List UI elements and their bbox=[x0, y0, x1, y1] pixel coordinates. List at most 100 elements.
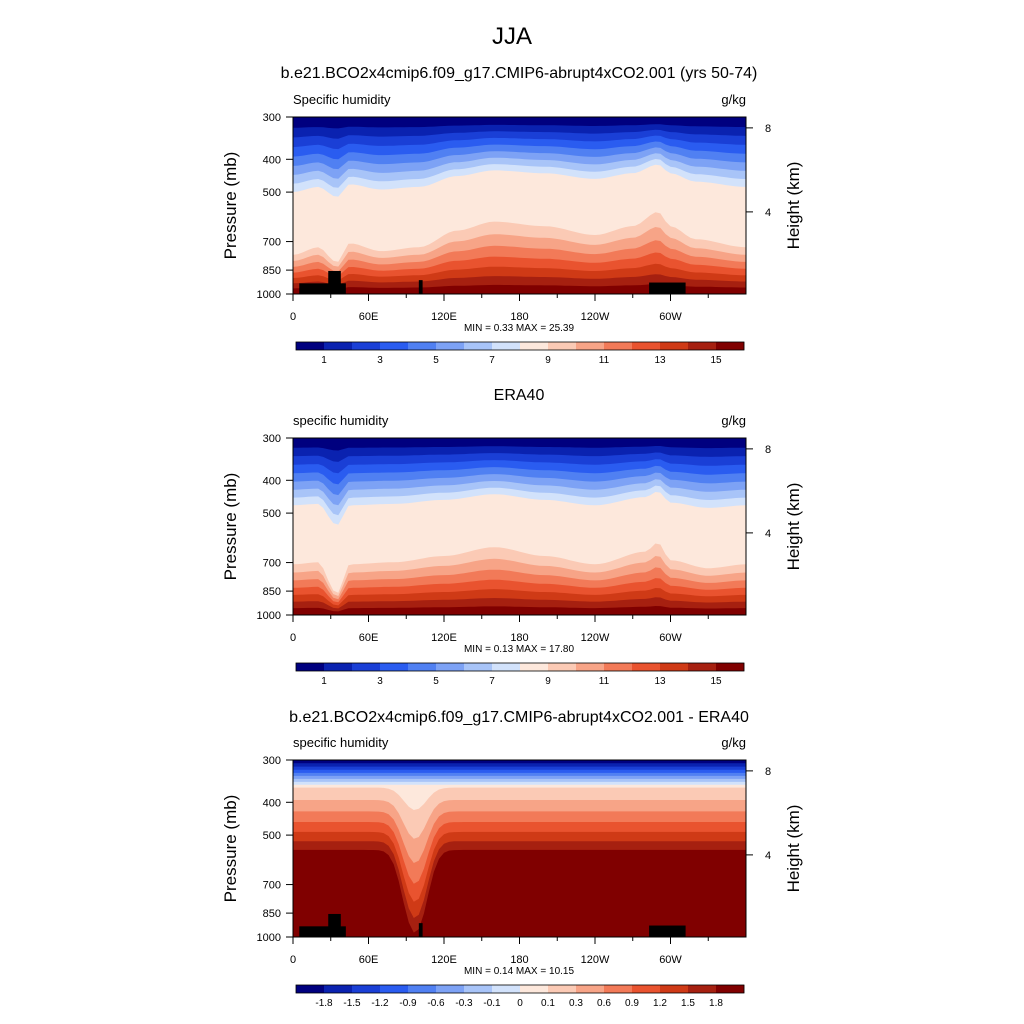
colorbar-label: -0.6 bbox=[427, 998, 445, 1009]
colorbar-swatch bbox=[492, 342, 521, 350]
colorbar-swatch bbox=[436, 985, 465, 993]
y-tick-label: 500 bbox=[263, 187, 281, 199]
colorbar-swatch bbox=[632, 342, 661, 350]
x-tick-label: 60E bbox=[359, 632, 379, 644]
colorbar-label: 1.5 bbox=[681, 998, 695, 1009]
right-tick-label: 4 bbox=[765, 528, 771, 540]
colorbar-swatch bbox=[716, 985, 745, 993]
colorbar-frame bbox=[295, 984, 745, 994]
colorbar-label: -1.2 bbox=[371, 998, 389, 1009]
colorbar-swatch bbox=[436, 342, 465, 350]
y-tick-label: 1000 bbox=[257, 932, 281, 944]
colorbar-swatch bbox=[576, 663, 605, 671]
x-tick-label: 120E bbox=[431, 632, 457, 644]
colorbar-swatch bbox=[408, 663, 437, 671]
colorbar-swatch bbox=[296, 342, 325, 350]
y-tick-label: 700 bbox=[263, 558, 281, 570]
colorbar-label: 3 bbox=[377, 355, 383, 366]
colorbar-label: 1 bbox=[321, 355, 327, 366]
panel-left-label: specific humidity bbox=[293, 413, 389, 428]
colorbar-swatch bbox=[296, 663, 325, 671]
colorbar-label: 13 bbox=[654, 676, 666, 687]
colorbar: 1 3 5 7 9 11 13 15 bbox=[295, 662, 745, 687]
y-axis-label: Pressure (mb) bbox=[221, 473, 240, 581]
colorbar-label: 13 bbox=[654, 355, 666, 366]
contour-band bbox=[293, 438, 746, 451]
colorbar-label: 5 bbox=[433, 355, 439, 366]
colorbar-swatch bbox=[660, 342, 689, 350]
colorbar-label: -0.9 bbox=[399, 998, 417, 1009]
colorbar-swatch bbox=[548, 663, 577, 671]
y-tick-label: 400 bbox=[263, 475, 281, 487]
colorbar-label: -1.5 bbox=[343, 998, 361, 1009]
panel-units: g/kg bbox=[721, 413, 746, 428]
colorbar-swatch bbox=[464, 342, 493, 350]
colorbar-swatch bbox=[324, 342, 353, 350]
contour-field bbox=[293, 117, 746, 294]
colorbar-swatch bbox=[380, 663, 409, 671]
x-tick-label: 0 bbox=[290, 632, 296, 644]
contour-band bbox=[293, 117, 746, 129]
chart-panel-3: b.e21.BCO2x4cmip6.f09_g17.CMIP6-abrupt4x… bbox=[221, 709, 803, 1009]
x-tick-label: 60E bbox=[359, 954, 379, 966]
colorbar-swatch bbox=[576, 342, 605, 350]
topography-mask bbox=[418, 923, 423, 937]
colorbar-swatch bbox=[604, 985, 633, 993]
min-max-stats: MIN = 0.33 MAX = 25.39 bbox=[464, 323, 574, 334]
y-tick-label: 400 bbox=[263, 797, 281, 809]
panel-left-label: Specific humidity bbox=[293, 92, 391, 107]
x-tick-label: 0 bbox=[290, 311, 296, 323]
right-tick-label: 8 bbox=[765, 123, 771, 135]
colorbar-swatch bbox=[296, 985, 325, 993]
panel-title: b.e21.BCO2x4cmip6.f09_g17.CMIP6-abrupt4x… bbox=[289, 709, 749, 726]
colorbar-label: -0.1 bbox=[483, 998, 501, 1009]
topography-mask bbox=[328, 913, 341, 937]
colorbar-frame bbox=[295, 341, 745, 351]
y-tick-label: 500 bbox=[263, 830, 281, 842]
colorbar-label: 7 bbox=[489, 676, 495, 687]
colorbar-swatch bbox=[688, 985, 717, 993]
colorbar-swatch bbox=[408, 985, 437, 993]
colorbar-swatch bbox=[352, 342, 381, 350]
x-tick-label: 180 bbox=[510, 954, 528, 966]
y-axis-label-right: Height (km) bbox=[784, 483, 803, 571]
colorbar-swatch bbox=[716, 342, 745, 350]
y-tick-label: 300 bbox=[263, 755, 281, 767]
x-tick-label: 120W bbox=[581, 632, 610, 644]
colorbar-swatch bbox=[408, 342, 437, 350]
contour-field bbox=[293, 760, 746, 937]
colorbar-label: 0 bbox=[517, 998, 523, 1009]
colorbar-swatch bbox=[688, 663, 717, 671]
topography-mask bbox=[649, 925, 686, 937]
colorbar-swatch bbox=[716, 663, 745, 671]
x-tick-label: 60W bbox=[659, 632, 682, 644]
panel-title: ERA40 bbox=[494, 387, 545, 404]
chart-panel-1: b.e21.BCO2x4cmip6.f09_g17.CMIP6-abrupt4x… bbox=[221, 65, 803, 366]
colorbar-swatch bbox=[352, 663, 381, 671]
colorbar: 1 3 5 7 9 11 13 15 bbox=[295, 341, 745, 366]
colorbar-label: 1.8 bbox=[709, 998, 723, 1009]
colorbar-swatch bbox=[464, 985, 493, 993]
colorbar-label: 0.1 bbox=[541, 998, 555, 1009]
x-tick-label: 120E bbox=[431, 954, 457, 966]
colorbar-swatch bbox=[492, 663, 521, 671]
right-tick-label: 8 bbox=[765, 444, 771, 456]
topography-mask bbox=[299, 283, 346, 294]
x-tick-label: 60W bbox=[659, 311, 682, 323]
y-tick-label: 400 bbox=[263, 154, 281, 166]
x-tick-label: 180 bbox=[510, 632, 528, 644]
contour-band bbox=[293, 760, 746, 764]
x-tick-label: 60W bbox=[659, 954, 682, 966]
colorbar-swatch bbox=[520, 663, 549, 671]
colorbar-label: 15 bbox=[710, 676, 722, 687]
colorbar-label: 15 bbox=[710, 355, 722, 366]
topography-mask bbox=[299, 926, 346, 937]
y-tick-label: 500 bbox=[263, 508, 281, 520]
colorbar-swatch bbox=[380, 342, 409, 350]
y-axis-label: Pressure (mb) bbox=[221, 795, 240, 903]
colorbar-label: 7 bbox=[489, 355, 495, 366]
y-tick-label: 850 bbox=[263, 586, 281, 598]
colorbar-swatch bbox=[688, 342, 717, 350]
